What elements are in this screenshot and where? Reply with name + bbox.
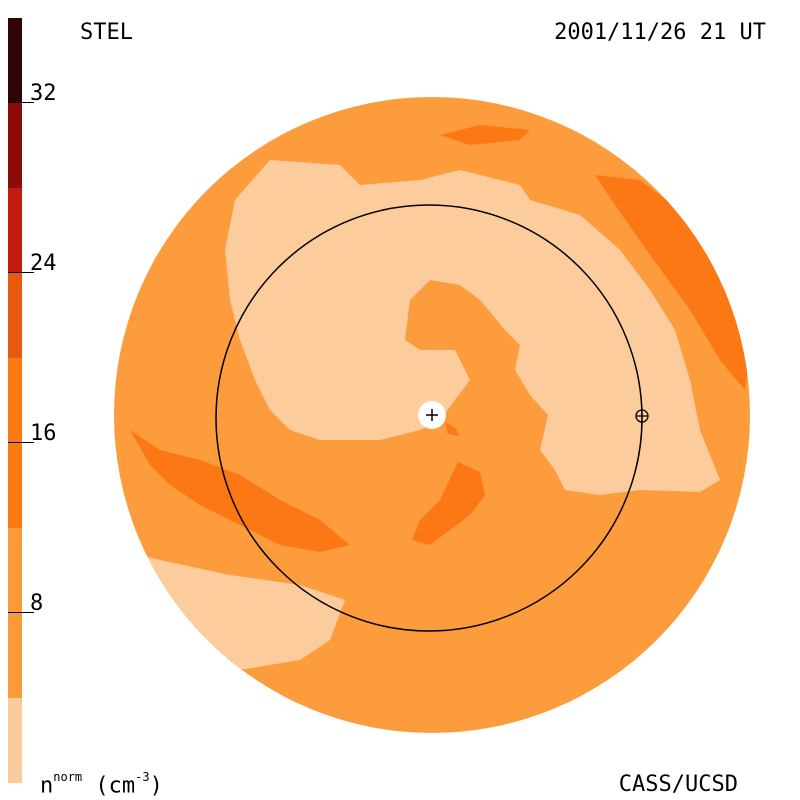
dark-density-region bbox=[412, 462, 485, 545]
color-scale-segment bbox=[8, 528, 22, 698]
tick-mark bbox=[8, 442, 34, 443]
units-close: ) bbox=[149, 773, 163, 799]
tick-label: 8 bbox=[30, 591, 44, 616]
color-scale-segment bbox=[8, 188, 22, 273]
tick-mark bbox=[8, 102, 34, 103]
timestamp-label: 2001/11/26 21 UT bbox=[554, 20, 766, 45]
units-base: n bbox=[40, 773, 54, 799]
tick-label: 24 bbox=[30, 251, 57, 276]
color-scale-bar bbox=[8, 18, 22, 783]
dark-density-region bbox=[595, 175, 750, 390]
tick-label: 16 bbox=[30, 421, 57, 446]
units-exponent: -3 bbox=[135, 770, 150, 784]
earth-marker-cross bbox=[636, 410, 648, 422]
tick-label: 32 bbox=[30, 81, 57, 106]
dark-density-region bbox=[445, 422, 460, 436]
color-scale-segment bbox=[8, 273, 22, 358]
dark-density-region bbox=[440, 125, 530, 145]
dark-density-region bbox=[130, 430, 350, 552]
color-scale-segment bbox=[8, 18, 22, 103]
tick-mark bbox=[8, 272, 34, 273]
units-label: nnorm (cm-3) bbox=[40, 771, 163, 799]
tick-mark bbox=[8, 612, 34, 613]
color-scale-segment bbox=[8, 698, 22, 783]
sun-cross-icon bbox=[426, 409, 438, 421]
units-rest: (cm bbox=[95, 773, 136, 799]
light-density-region bbox=[225, 160, 720, 495]
instrument-label: STEL bbox=[80, 20, 133, 45]
units-superscript: norm bbox=[53, 770, 83, 784]
credit-label: CASS/UCSD bbox=[618, 772, 738, 797]
color-scale-segment bbox=[8, 103, 22, 188]
color-scale-segment bbox=[8, 358, 22, 528]
